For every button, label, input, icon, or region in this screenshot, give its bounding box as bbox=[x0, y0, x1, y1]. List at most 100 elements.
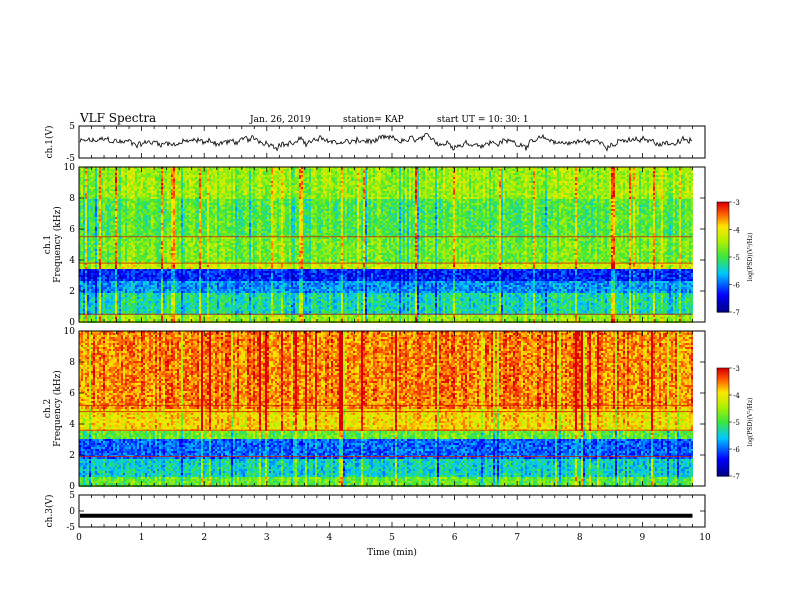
spectrogram-cell bbox=[187, 169, 189, 171]
spectrogram-cell bbox=[685, 169, 687, 171]
spectrogram-cell bbox=[173, 171, 175, 173]
spectrogram-cell bbox=[449, 169, 451, 171]
spectrogram-cell bbox=[221, 171, 223, 173]
spectrogram-cell bbox=[539, 169, 541, 171]
spectrogram-cell bbox=[323, 169, 325, 171]
spectrogram-cell bbox=[85, 171, 87, 173]
spectrogram-cell bbox=[437, 169, 439, 171]
spectrogram-cell bbox=[151, 171, 153, 173]
spectrogram-cell bbox=[625, 169, 627, 171]
spectrogram-cell bbox=[235, 169, 237, 171]
spectrogram-cell bbox=[623, 169, 625, 171]
spectrogram-cell bbox=[347, 169, 349, 171]
spectrogram-cell bbox=[83, 169, 85, 171]
spectrogram-cell bbox=[519, 169, 521, 171]
spectrogram-cell bbox=[155, 171, 157, 173]
spectrogram-cell bbox=[637, 169, 639, 171]
spectrogram-cell bbox=[643, 169, 645, 171]
spectrogram-cell bbox=[627, 169, 629, 171]
spectrogram-cell bbox=[293, 169, 295, 171]
spectrogram-cell bbox=[91, 171, 93, 173]
spectrogram-cell bbox=[129, 171, 131, 173]
spectrogram-cell bbox=[233, 171, 235, 173]
spectrogram-cell bbox=[273, 169, 275, 171]
spectrogram-cell bbox=[131, 169, 133, 171]
spectrogram-cell bbox=[167, 169, 169, 171]
spectrogram-cell bbox=[677, 169, 679, 171]
spectrogram-cell bbox=[321, 169, 323, 171]
spectrogram-cell bbox=[187, 171, 189, 173]
spectrogram-cell bbox=[163, 171, 165, 173]
spectrogram-cell bbox=[373, 169, 375, 171]
spectrogram-cell bbox=[633, 169, 635, 171]
spectrogram-cell bbox=[197, 171, 199, 173]
spectrogram-cell bbox=[571, 169, 573, 171]
spectrogram-cell bbox=[101, 169, 103, 171]
spectrogram-cell bbox=[159, 169, 161, 171]
spectrogram-cell bbox=[145, 171, 147, 173]
spectrogram-cell bbox=[383, 169, 385, 171]
spectrogram-cell bbox=[161, 171, 163, 173]
spectrogram-cell bbox=[197, 169, 199, 171]
spectrogram-cell bbox=[681, 169, 683, 171]
ch1-waveform-panel: 5-5ch.1(V) bbox=[44, 122, 705, 164]
spectrogram-cell bbox=[135, 171, 137, 173]
ch1-ylabel: ch.1(V) bbox=[44, 126, 55, 159]
spectrogram-cell bbox=[593, 169, 595, 171]
spectrogram-cell bbox=[133, 171, 135, 173]
spectrogram-cell bbox=[119, 171, 121, 173]
spectrogram-cell bbox=[569, 169, 571, 171]
spectrogram-cell bbox=[103, 171, 105, 173]
spectrogram-cell bbox=[485, 169, 487, 171]
spectrogram-cell bbox=[169, 169, 171, 171]
spectrogram-cell bbox=[177, 169, 179, 171]
date-label: Jan. 26, 2019 bbox=[249, 115, 311, 125]
spectrogram-cell bbox=[599, 169, 601, 171]
spectrogram-cell bbox=[95, 171, 97, 173]
figure-canvas: VLF Spectra Jan. 26, 2019 station= KAP s… bbox=[0, 0, 792, 612]
spectrogram-cell bbox=[607, 169, 609, 171]
spectrogram-cell bbox=[687, 169, 689, 171]
spectrogram-cell bbox=[659, 169, 661, 171]
spectrogram-cell bbox=[177, 171, 179, 173]
spectrogram-cell bbox=[537, 169, 539, 171]
spectrogram-cell bbox=[499, 169, 501, 171]
spectrogram-cell bbox=[301, 169, 303, 171]
spectrogram-cell bbox=[217, 169, 219, 171]
spectrogram-cell bbox=[223, 169, 225, 171]
spectrogram-cell bbox=[375, 169, 377, 171]
spectrogram-cell bbox=[181, 169, 183, 171]
spectrogram-cell bbox=[533, 169, 535, 171]
spectrogram-cell bbox=[447, 169, 449, 171]
spectrogram-cell bbox=[671, 169, 673, 171]
spectrogram-cell bbox=[205, 169, 207, 171]
spectrogram-cell bbox=[555, 169, 557, 171]
spectrogram-cell bbox=[189, 171, 191, 173]
spectrogram-cell bbox=[227, 169, 229, 171]
spectrogram-cell bbox=[109, 169, 111, 171]
spectrogram-cell bbox=[89, 171, 91, 173]
station-label: station= KAP bbox=[343, 115, 404, 125]
spectrogram-cell bbox=[581, 169, 583, 171]
spectrogram-cell bbox=[475, 169, 477, 171]
spectrogram-cell bbox=[223, 171, 225, 173]
spectrogram-cell bbox=[371, 169, 373, 171]
spectrogram-cell bbox=[191, 171, 193, 173]
spectrogram-cell bbox=[413, 169, 415, 171]
spectrogram-cell bbox=[683, 169, 685, 171]
spectrogram-cell bbox=[243, 169, 245, 171]
spectrogram-cell bbox=[195, 169, 197, 171]
spectrogram-cell bbox=[309, 169, 311, 171]
spectrogram-cell bbox=[359, 169, 361, 171]
spectrogram-cell bbox=[397, 169, 399, 171]
spectrogram-cell bbox=[505, 169, 507, 171]
spectrogram-cell bbox=[287, 169, 289, 171]
spectrogram-cell bbox=[259, 169, 261, 171]
spectrogram-cell bbox=[83, 171, 85, 173]
figure-title: VLF Spectra bbox=[79, 111, 156, 125]
spectrogram-cell bbox=[393, 169, 395, 171]
spectrogram-cell bbox=[343, 169, 345, 171]
spectrogram-cell bbox=[93, 171, 95, 173]
spectrogram-cell bbox=[405, 169, 407, 171]
spectrogram-cell bbox=[289, 169, 291, 171]
